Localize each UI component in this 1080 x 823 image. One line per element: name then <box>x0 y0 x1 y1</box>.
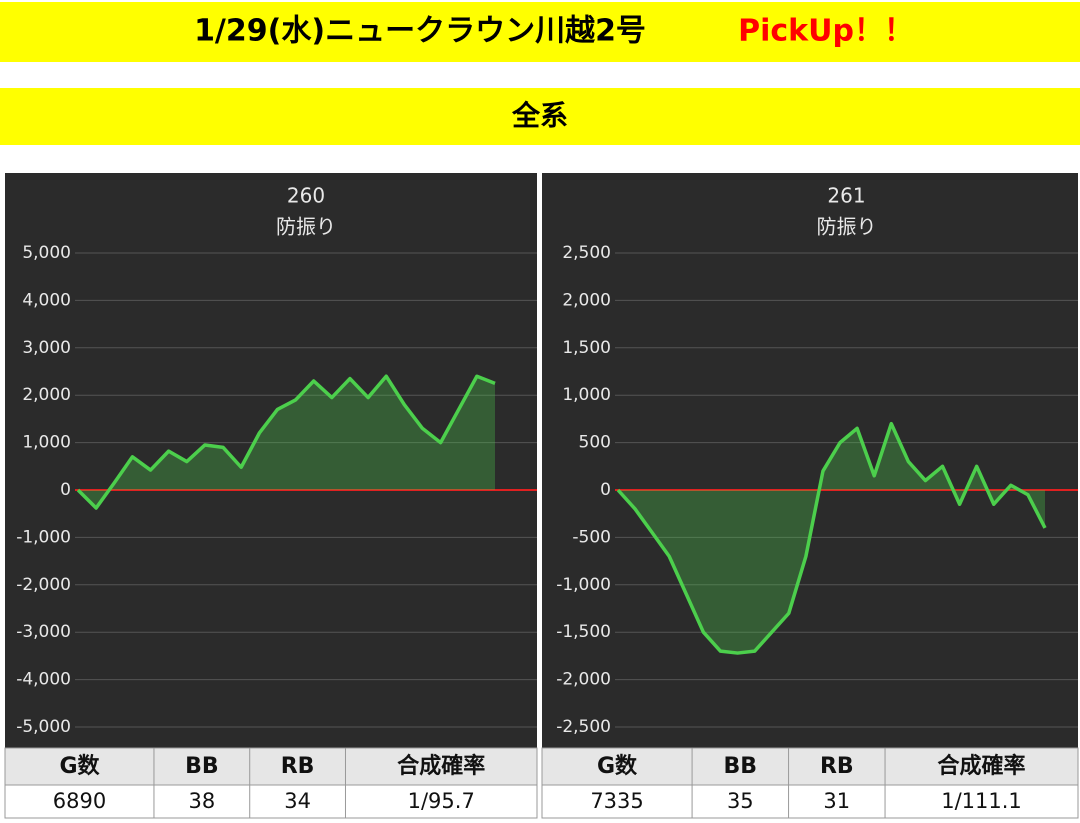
chart-title: 260 <box>287 184 325 208</box>
chart-panel <box>5 173 537 748</box>
y-tick-label: 0 <box>600 480 611 500</box>
line <box>616 421 1047 655</box>
subtitle-bar <box>0 88 1080 145</box>
y-tick-label: 0 <box>60 480 71 500</box>
area <box>618 423 1045 654</box>
chart-subtitle: 防振り <box>817 215 877 239</box>
y-tick-label: -2,500 <box>556 717 611 737</box>
table-cell: 6890 <box>53 789 106 813</box>
title: 1/29(水)ニュークラウン川越2号 <box>194 14 646 49</box>
table-header-row <box>4 747 538 786</box>
y-tick-label: -2,000 <box>16 575 71 595</box>
subtitle: 全系 <box>511 99 568 132</box>
table-cell: 1/95.7 <box>408 789 475 813</box>
y-tick-label: -1,500 <box>556 622 611 642</box>
table-row <box>4 784 538 819</box>
y-tick-label: 5,000 <box>22 243 71 263</box>
table-header-cell: RB <box>820 754 854 779</box>
chart-title: 261 <box>827 184 865 208</box>
table-cell: 34 <box>284 789 311 813</box>
chart-panel <box>542 173 1078 748</box>
table-header-cell: BB <box>185 754 219 779</box>
table-header-row <box>541 747 1079 786</box>
y-tick-label: -2,000 <box>556 670 611 690</box>
y-tick-label: -5,000 <box>16 717 71 737</box>
line <box>76 374 496 510</box>
title-bar <box>0 2 1080 62</box>
y-tick-label: 1,000 <box>562 385 611 405</box>
table-cell: 38 <box>188 789 215 813</box>
table-header-cell: 合成確率 <box>397 753 485 779</box>
table-cell: 7335 <box>590 789 643 813</box>
pickup: PickUp！！ <box>738 14 914 49</box>
y-tick-label: -3,000 <box>16 622 71 642</box>
y-tick-label: -1,000 <box>16 527 71 547</box>
table-header-cell: G数 <box>597 753 638 779</box>
y-tick-label: 2,000 <box>562 290 611 310</box>
y-tick-label: -4,000 <box>16 670 71 690</box>
y-tick-label: 500 <box>579 433 611 453</box>
y-tick-label: 3,000 <box>22 338 71 358</box>
table-cell: 31 <box>823 789 850 813</box>
y-tick-label: 2,500 <box>562 243 611 263</box>
table-header-cell: BB <box>724 754 758 779</box>
table-header-cell: RB <box>281 754 315 779</box>
y-tick-label: -500 <box>572 527 611 547</box>
table-cell: 35 <box>727 789 754 813</box>
area <box>78 376 495 509</box>
y-tick-label: 2,000 <box>22 385 71 405</box>
chart-subtitle: 防振り <box>276 215 336 239</box>
y-tick-label: 1,500 <box>562 338 611 358</box>
table-row <box>541 784 1079 819</box>
table-header-cell: 合成確率 <box>938 753 1026 779</box>
y-tick-label: -1,000 <box>556 575 611 595</box>
y-tick-label: 4,000 <box>22 290 71 310</box>
table-header-cell: G数 <box>59 753 100 779</box>
y-tick-label: 1,000 <box>22 433 71 453</box>
table-cell: 1/111.1 <box>941 789 1022 813</box>
